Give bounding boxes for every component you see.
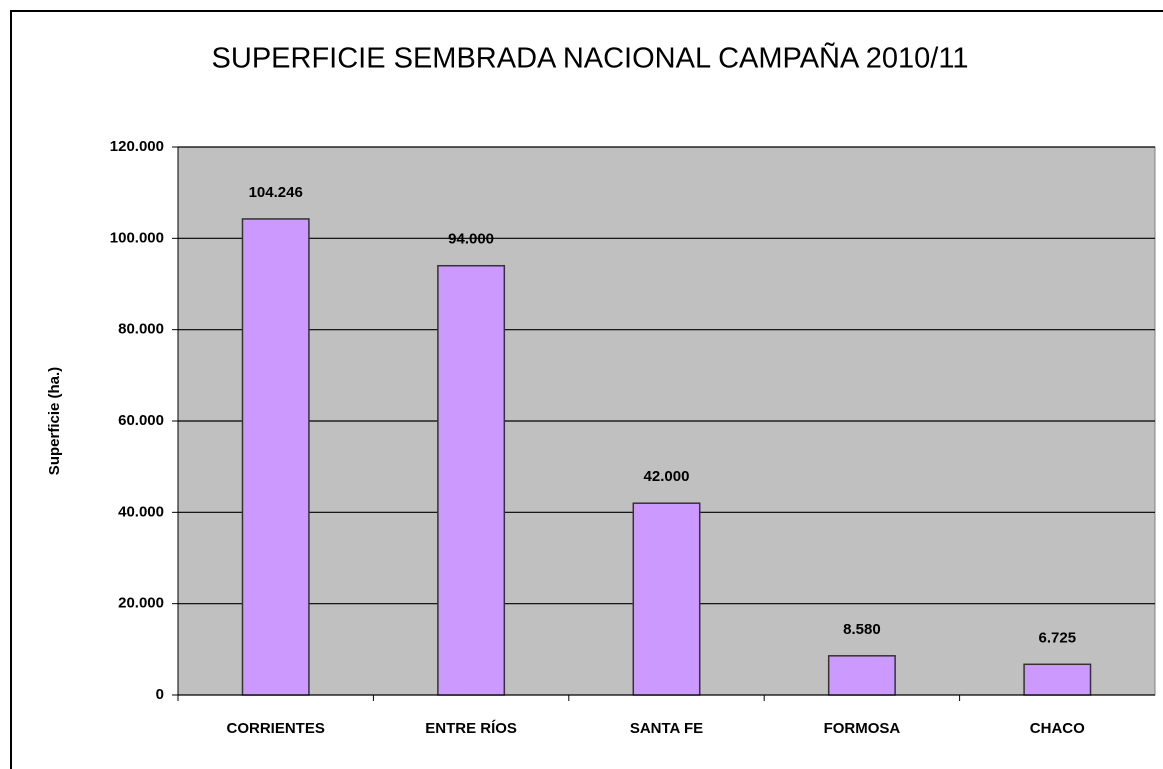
x-tick-label: ENTRE RÍOS [425, 720, 517, 737]
bar [632, 502, 701, 696]
y-tick-label: 120.000 [110, 138, 164, 155]
bar [241, 218, 310, 696]
y-tick-label: 80.000 [118, 321, 164, 338]
x-tick-label: FORMOSA [824, 720, 901, 737]
y-axis-label: Superficie (ha.) [46, 367, 63, 475]
y-tick-label: 100.000 [110, 229, 164, 246]
data-label: 94.000 [448, 231, 494, 248]
x-tick-label: CORRIENTES [227, 720, 325, 737]
data-label: 8.580 [843, 621, 881, 638]
y-tick-label: 0 [156, 686, 164, 703]
bar [437, 264, 506, 696]
bar [827, 655, 896, 696]
y-tick-label: 20.000 [118, 595, 164, 612]
data-label: 104.246 [249, 184, 303, 201]
x-tick-label: SANTA FE [630, 720, 703, 737]
x-tick-label: CHACO [1030, 720, 1085, 737]
chart-title: SUPERFICIE SEMBRADA NACIONAL CAMPAÑA 201… [212, 41, 969, 75]
y-tick-label: 60.000 [118, 412, 164, 429]
data-label: 42.000 [644, 468, 690, 485]
y-tick-label: 40.000 [118, 503, 164, 520]
bar [1023, 663, 1092, 696]
data-label: 6.725 [1039, 629, 1077, 646]
